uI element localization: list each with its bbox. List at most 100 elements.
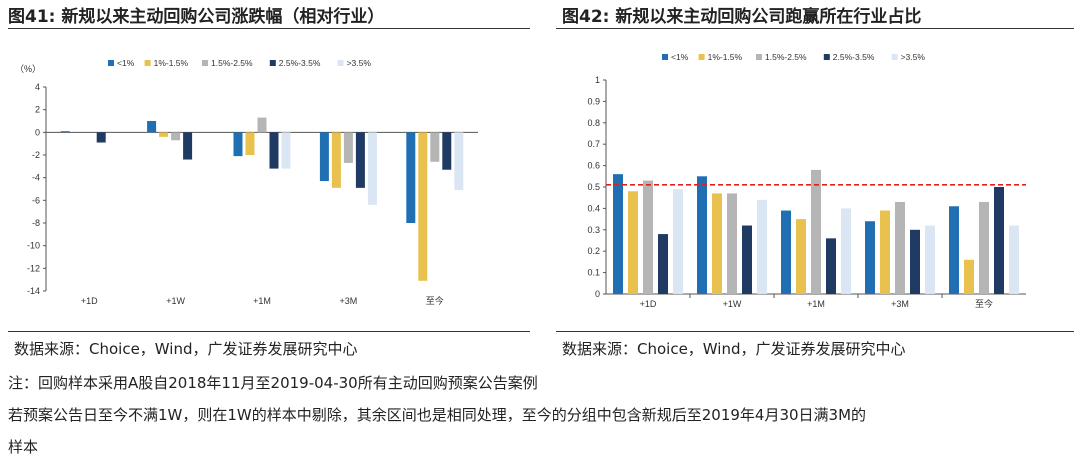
left-bar-2-4	[281, 132, 291, 169]
right-y-tick-label-8: 0.2	[587, 246, 600, 256]
right-x-tick-label-3: +3M	[891, 299, 909, 309]
right-source-text: 数据来源：Choice，Wind，广发证券发展研究中心	[562, 340, 906, 358]
right-bar-2-2	[811, 169, 821, 294]
left-y-tick-label-0: 4	[35, 82, 40, 92]
right-y-tick-label-2: 0.8	[587, 118, 600, 128]
right-bar-chart: <1% 1%-1.5% 1.5%-2.5% 2.5%-3.5% >3.5% 1 0.9 0.8…	[587, 52, 1026, 309]
left-bar-3-4	[367, 132, 377, 205]
right-y-tick-label-9: 0.1	[587, 268, 600, 278]
left-y-tick-label-8: -12	[27, 263, 40, 273]
right-legend-swatch-4	[891, 54, 898, 60]
right-bar-3-1	[880, 210, 890, 294]
right-y-tick-label-5: 0.5	[587, 182, 600, 192]
left-bar-1-0	[147, 121, 157, 133]
left-y-tick-label-9: -14	[27, 286, 40, 296]
left-bar-3-0	[319, 132, 329, 182]
right-bar-1-0	[697, 176, 707, 294]
right-bar-2-4	[841, 208, 851, 294]
right-bar-0-3	[658, 234, 668, 294]
left-bar-3-1	[331, 132, 341, 188]
left-bar-0-3	[96, 132, 106, 143]
left-x-tick-label-1: +1W	[166, 296, 185, 306]
left-chart-title: 图41: 新规以来主动回购公司涨跌幅（相对行业）	[8, 2, 384, 27]
left-bar-1-3	[183, 132, 193, 160]
right-legend-label-3: 2.5%-3.5%	[833, 52, 875, 62]
left-x-tick-label-0: +1D	[81, 296, 98, 306]
right-bar-1-2	[727, 193, 737, 294]
left-source-text: 数据来源：Choice，Wind，广发证券发展研究中心	[14, 340, 358, 358]
left-x-tick-label-3: +3M	[340, 296, 358, 306]
left-title-rule	[8, 28, 530, 29]
left-bar-4-1	[418, 132, 428, 281]
right-y-tick-label-3: 0.7	[587, 139, 600, 149]
right-bar-0-1	[628, 191, 638, 294]
right-y-tick-label-7: 0.3	[587, 225, 600, 235]
right-y-tick-label-6: 0.4	[587, 203, 600, 213]
right-bar-4-2	[979, 201, 989, 294]
right-y-tick-label-4: 0.6	[587, 161, 600, 171]
right-bar-3-0	[865, 221, 875, 294]
right-y-tick-label-10: 0	[595, 289, 600, 299]
left-y-tick-label-5: -6	[32, 195, 40, 205]
note-line-3: 样本	[8, 438, 39, 456]
right-bar-2-1	[796, 219, 806, 294]
right-y-tick-label-1: 0.9	[587, 96, 600, 106]
left-y-tick-label-1: 2	[35, 105, 40, 115]
right-bar-4-4	[1009, 225, 1019, 294]
right-figure-label: 图42:	[562, 7, 610, 27]
left-bar-4-2	[430, 132, 440, 162]
right-legend-label-1: 1%-1.5%	[708, 52, 743, 62]
right-bar-1-3	[742, 225, 752, 294]
right-legend-swatch-0	[662, 54, 668, 60]
right-title-rule	[556, 28, 1074, 29]
right-x-tick-label-4: 至今	[975, 298, 993, 309]
right-bar-0-2	[643, 180, 653, 294]
left-y-tick-label-2: 0	[35, 127, 40, 137]
left-bar-1-1	[159, 132, 169, 137]
left-y-tick-label-7: -10	[27, 241, 40, 251]
left-bar-4-4	[454, 132, 464, 191]
left-bar-2-0	[233, 132, 243, 157]
left-legend-label-3: 2.5%-3.5%	[279, 58, 321, 68]
right-bar-3-2	[895, 201, 905, 294]
right-legend-swatch-3	[823, 54, 830, 60]
right-bar-1-1	[712, 193, 722, 294]
left-legend-label-0: <1%	[117, 58, 135, 68]
right-bar-3-4	[925, 225, 935, 294]
note-line-2: 若预案公告日至今不满1W，则在1W的样本中剔除，其余区间也是相同处理，至今的分组…	[8, 406, 867, 424]
left-bar-0-0	[60, 131, 70, 133]
right-bar-0-0	[613, 174, 623, 294]
left-legend-swatch-4	[337, 60, 344, 66]
right-chart-title: 图42: 新规以来主动回购公司跑赢所在行业占比	[562, 2, 921, 27]
left-legend-label-1: 1%-1.5%	[154, 58, 189, 68]
left-legend-swatch-1	[144, 60, 151, 66]
left-title-text: 新规以来主动回购公司涨跌幅（相对行业）	[61, 7, 385, 27]
right-bar-1-4	[757, 199, 767, 294]
left-y-tick-label-6: -8	[32, 218, 40, 228]
left-x-tick-label-2: +1M	[253, 296, 271, 306]
left-y-tick-label-3: -2	[32, 150, 40, 160]
right-legend-label-0: <1%	[671, 52, 689, 62]
left-y-axis-label: （%）	[15, 64, 41, 74]
left-bar-3-3	[355, 132, 365, 188]
left-legend-swatch-3	[269, 60, 276, 66]
right-legend-label-2: 1.5%-2.5%	[765, 52, 807, 62]
right-x-tick-label-0: +1D	[640, 299, 657, 309]
right-legend-label-4: >3.5%	[901, 52, 926, 62]
right-bar-4-0	[949, 206, 959, 294]
right-x-tick-label-1: +1W	[723, 299, 742, 309]
note-line-1: 注：回购样本采用A股自2018年11月至2019-04-30所有主动回购预案公告…	[8, 374, 538, 392]
left-bar-3-2	[343, 132, 353, 163]
left-source-rule	[8, 331, 530, 332]
right-source-rule	[556, 331, 1074, 332]
left-bar-2-2	[257, 117, 267, 133]
right-bar-0-4	[673, 189, 683, 294]
left-bar-2-1	[245, 132, 255, 155]
left-y-tick-label-4: -4	[32, 173, 40, 183]
left-figure-label: 图41:	[8, 7, 56, 27]
right-bar-4-3	[994, 187, 1004, 294]
right-bar-2-0	[781, 210, 791, 294]
right-y-tick-label-0: 1	[595, 75, 600, 85]
right-bar-4-1	[964, 259, 974, 294]
right-bar-2-3	[826, 238, 836, 294]
